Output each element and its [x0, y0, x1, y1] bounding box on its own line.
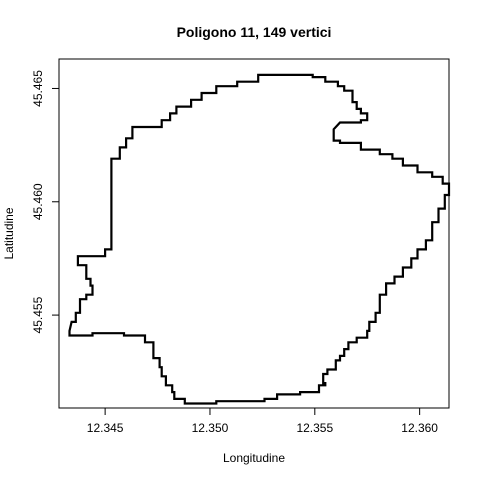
x-tick-label: 12.355: [296, 421, 333, 435]
polygon-outline: [68, 73, 451, 405]
axes: 12.345 12.350 12.355 12.360 45.455 45.460 45.4…: [31, 70, 438, 435]
x-tick-label: 12.345: [87, 421, 124, 435]
plot-frame: [58, 58, 450, 409]
y-tick-label: 45.460: [31, 183, 45, 220]
y-tick-label: 45.455: [31, 296, 45, 333]
x-tick-label: 12.350: [192, 421, 229, 435]
chart-title: Poligono 11, 149 vertici: [177, 24, 332, 40]
series-layer: [68, 73, 451, 405]
x-axis-label: Longitudine: [223, 451, 285, 465]
y-tick-label: 45.465: [31, 70, 45, 107]
x-tick-label: 12.360: [401, 421, 438, 435]
y-axis-label: Latitudine: [2, 207, 16, 259]
